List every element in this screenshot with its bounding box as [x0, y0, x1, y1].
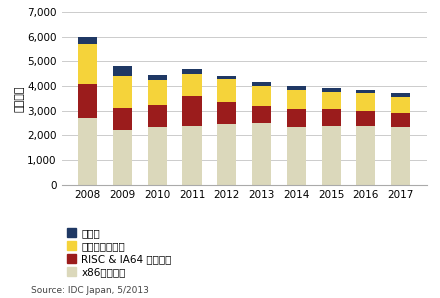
- Bar: [322, 89, 341, 92]
- Bar: [287, 127, 306, 185]
- Bar: [356, 125, 375, 185]
- Bar: [183, 125, 202, 185]
- Bar: [391, 97, 410, 113]
- Bar: [113, 76, 132, 108]
- Bar: [148, 127, 167, 185]
- Bar: [78, 37, 97, 44]
- Legend: その他, メインフレーム, RISC & IA64 サーバー, x86サーバー: その他, メインフレーム, RISC & IA64 サーバー, x86サーバー: [67, 228, 172, 277]
- Bar: [287, 90, 306, 109]
- Text: Source: IDC Japan, 5/2013: Source: IDC Japan, 5/2013: [31, 286, 149, 295]
- Bar: [287, 86, 306, 90]
- Y-axis label: （億円）: （億円）: [15, 85, 25, 111]
- Bar: [217, 79, 236, 102]
- Bar: [78, 44, 97, 83]
- Bar: [217, 124, 236, 185]
- Bar: [78, 118, 97, 185]
- Bar: [252, 123, 271, 185]
- Bar: [113, 66, 132, 76]
- Bar: [322, 109, 341, 125]
- Bar: [252, 106, 271, 123]
- Bar: [287, 109, 306, 127]
- Bar: [78, 83, 97, 118]
- Bar: [183, 74, 202, 96]
- Bar: [391, 113, 410, 127]
- Bar: [148, 80, 167, 105]
- Bar: [356, 93, 375, 111]
- Bar: [148, 105, 167, 127]
- Bar: [391, 93, 410, 97]
- Bar: [148, 75, 167, 80]
- Bar: [356, 111, 375, 125]
- Bar: [217, 102, 236, 124]
- Bar: [113, 131, 132, 185]
- Bar: [322, 125, 341, 185]
- Bar: [322, 92, 341, 109]
- Bar: [391, 127, 410, 185]
- Bar: [252, 82, 271, 86]
- Bar: [113, 108, 132, 131]
- Bar: [252, 86, 271, 106]
- Bar: [183, 69, 202, 74]
- Bar: [183, 96, 202, 125]
- Bar: [356, 90, 375, 93]
- Bar: [217, 76, 236, 79]
